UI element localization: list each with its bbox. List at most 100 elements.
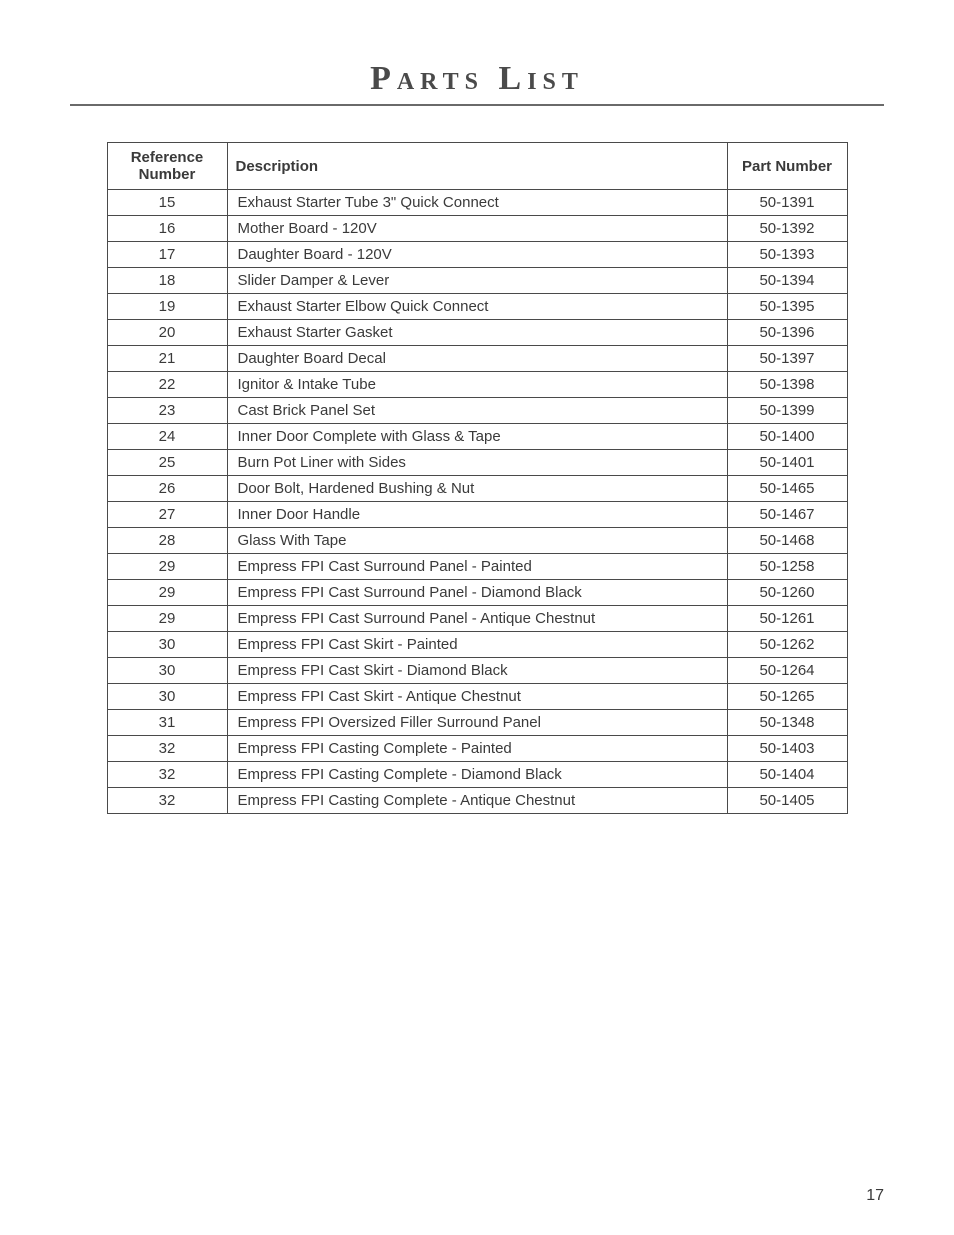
cell-part-number: 50-1400 [727,424,847,450]
table-row: 30Empress FPI Cast Skirt - Antique Chest… [107,684,847,710]
cell-description: Mother Board - 120V [227,216,727,242]
cell-part-number: 50-1399 [727,398,847,424]
cell-reference: 26 [107,476,227,502]
cell-reference: 19 [107,294,227,320]
page-title: Parts List [70,60,884,98]
cell-part-number: 50-1261 [727,606,847,632]
cell-part-number: 50-1465 [727,476,847,502]
table-row: 28Glass With Tape50-1468 [107,528,847,554]
cell-description: Inner Door Complete with Glass & Tape [227,424,727,450]
parts-table: Reference Number Description Part Number… [107,142,848,814]
cell-part-number: 50-1396 [727,320,847,346]
page: Parts List Reference Number Description … [0,0,954,1235]
cell-description: Empress FPI Casting Complete - Antique C… [227,788,727,814]
cell-part-number: 50-1265 [727,684,847,710]
cell-description: Exhaust Starter Elbow Quick Connect [227,294,727,320]
table-row: 22Ignitor & Intake Tube50-1398 [107,372,847,398]
cell-part-number: 50-1392 [727,216,847,242]
table-row: 23Cast Brick Panel Set50-1399 [107,398,847,424]
cell-reference: 25 [107,450,227,476]
table-row: 32Empress FPI Casting Complete - Antique… [107,788,847,814]
table-row: 31Empress FPI Oversized Filler Surround … [107,710,847,736]
cell-description: Empress FPI Cast Surround Panel - Antiqu… [227,606,727,632]
table-row: 27Inner Door Handle50-1467 [107,502,847,528]
cell-reference: 15 [107,190,227,216]
cell-reference: 16 [107,216,227,242]
cell-reference: 21 [107,346,227,372]
table-row: 21Daughter Board Decal50-1397 [107,346,847,372]
table-row: 20Exhaust Starter Gasket50-1396 [107,320,847,346]
cell-description: Glass With Tape [227,528,727,554]
cell-reference: 23 [107,398,227,424]
cell-part-number: 50-1404 [727,762,847,788]
table-row: 17Daughter Board - 120V50-1393 [107,242,847,268]
cell-part-number: 50-1405 [727,788,847,814]
cell-reference: 22 [107,372,227,398]
cell-reference: 29 [107,554,227,580]
table-row: 18Slider Damper & Lever50-1394 [107,268,847,294]
cell-description: Exhaust Starter Tube 3" Quick Connect [227,190,727,216]
cell-description: Cast Brick Panel Set [227,398,727,424]
cell-part-number: 50-1397 [727,346,847,372]
cell-reference: 18 [107,268,227,294]
cell-description: Daughter Board Decal [227,346,727,372]
page-number: 17 [866,1187,884,1205]
cell-description: Empress FPI Cast Skirt - Antique Chestnu… [227,684,727,710]
cell-description: Inner Door Handle [227,502,727,528]
cell-reference: 28 [107,528,227,554]
cell-part-number: 50-1467 [727,502,847,528]
cell-reference: 29 [107,606,227,632]
cell-reference: 27 [107,502,227,528]
table-row: 15Exhaust Starter Tube 3" Quick Connect5… [107,190,847,216]
table-body: 15Exhaust Starter Tube 3" Quick Connect5… [107,190,847,814]
cell-part-number: 50-1395 [727,294,847,320]
cell-description: Empress FPI Casting Complete - Diamond B… [227,762,727,788]
cell-part-number: 50-1403 [727,736,847,762]
table-header-row: Reference Number Description Part Number [107,143,847,190]
cell-part-number: 50-1394 [727,268,847,294]
table-row: 30Empress FPI Cast Skirt - Painted50-126… [107,632,847,658]
title-underline [70,104,884,106]
table-row: 29Empress FPI Cast Surround Panel - Pain… [107,554,847,580]
cell-description: Daughter Board - 120V [227,242,727,268]
cell-part-number: 50-1398 [727,372,847,398]
cell-reference: 17 [107,242,227,268]
cell-description: Empress FPI Cast Skirt - Painted [227,632,727,658]
cell-reference: 32 [107,762,227,788]
cell-reference: 30 [107,684,227,710]
cell-reference: 24 [107,424,227,450]
cell-description: Empress FPI Casting Complete - Painted [227,736,727,762]
table-row: 16Mother Board - 120V50-1392 [107,216,847,242]
table-row: 26Door Bolt, Hardened Bushing & Nut50-14… [107,476,847,502]
cell-reference: 30 [107,632,227,658]
cell-reference: 32 [107,788,227,814]
cell-description: Empress FPI Oversized Filler Surround Pa… [227,710,727,736]
cell-description: Exhaust Starter Gasket [227,320,727,346]
cell-description: Ignitor & Intake Tube [227,372,727,398]
cell-part-number: 50-1348 [727,710,847,736]
cell-reference: 31 [107,710,227,736]
header-part: Part Number [727,143,847,190]
table-row: 25Burn Pot Liner with Sides50-1401 [107,450,847,476]
cell-reference: 32 [107,736,227,762]
table-row: 32Empress FPI Casting Complete - Diamond… [107,762,847,788]
cell-reference: 30 [107,658,227,684]
cell-part-number: 50-1468 [727,528,847,554]
cell-description: Empress FPI Cast Skirt - Diamond Black [227,658,727,684]
cell-reference: 20 [107,320,227,346]
cell-description: Empress FPI Cast Surround Panel - Painte… [227,554,727,580]
table-row: 30Empress FPI Cast Skirt - Diamond Black… [107,658,847,684]
cell-part-number: 50-1401 [727,450,847,476]
table-row: 19Exhaust Starter Elbow Quick Connect50-… [107,294,847,320]
header-reference: Reference Number [107,143,227,190]
cell-part-number: 50-1262 [727,632,847,658]
cell-reference: 29 [107,580,227,606]
cell-description: Empress FPI Cast Surround Panel - Diamon… [227,580,727,606]
cell-description: Burn Pot Liner with Sides [227,450,727,476]
header-description: Description [227,143,727,190]
cell-description: Slider Damper & Lever [227,268,727,294]
cell-part-number: 50-1391 [727,190,847,216]
cell-part-number: 50-1393 [727,242,847,268]
table-row: 29Empress FPI Cast Surround Panel - Anti… [107,606,847,632]
table-head: Reference Number Description Part Number [107,143,847,190]
